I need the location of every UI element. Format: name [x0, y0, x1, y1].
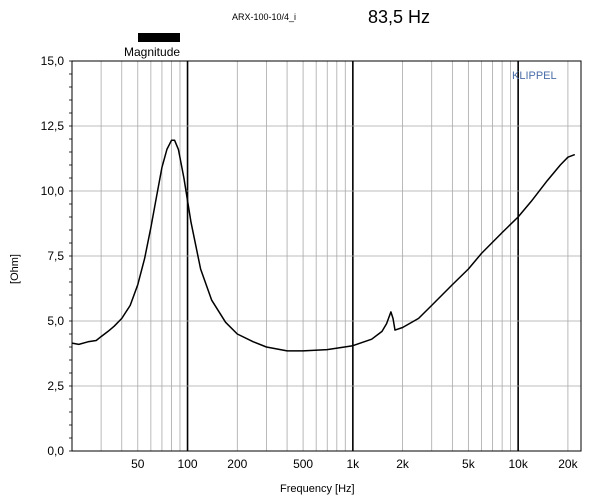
- chart-title: ARX-100-10/4_i: [232, 12, 297, 22]
- y-tick-label: 7,5: [47, 249, 64, 263]
- y-tick-label: 15,0: [41, 54, 65, 68]
- x-tick-label: 200: [227, 457, 247, 471]
- x-tick-label: 2k: [396, 457, 410, 471]
- x-tick-label: 50: [131, 457, 145, 471]
- series-line-magnitude: [71, 139, 576, 352]
- brand-label: KLIPPEL: [512, 70, 557, 82]
- x-tick-label: 20k: [558, 457, 578, 471]
- y-tick-label: 10,0: [41, 184, 65, 198]
- legend-label: Magnitude: [124, 45, 181, 59]
- x-axis-label: Frequency [Hz]: [280, 483, 355, 495]
- grid: [69, 60, 582, 452]
- x-tick-label: 10k: [508, 457, 528, 471]
- y-tick-label: 5,0: [47, 314, 64, 328]
- legend-swatch: [138, 33, 180, 42]
- chart-subtitle: 83,5 Hz: [368, 7, 431, 27]
- x-tick-label: 5k: [462, 457, 476, 471]
- series-layer: [71, 139, 576, 352]
- x-tick-label: 500: [293, 457, 313, 471]
- x-tick-label: 100: [178, 457, 198, 471]
- x-tick-label: 1k: [347, 457, 361, 471]
- plot-frame: [71, 60, 582, 452]
- y-tick-label: 2,5: [47, 379, 64, 393]
- y-tick-label: 0,0: [47, 444, 64, 458]
- y-axis-label: [Ohm]: [9, 254, 21, 284]
- tick-labels: 50 100 200 500 1k 2k 5k 10k 20k 0,0 2,5 5,0 7,5 10,0 1…: [41, 54, 579, 471]
- y-tick-label: 12,5: [41, 119, 65, 133]
